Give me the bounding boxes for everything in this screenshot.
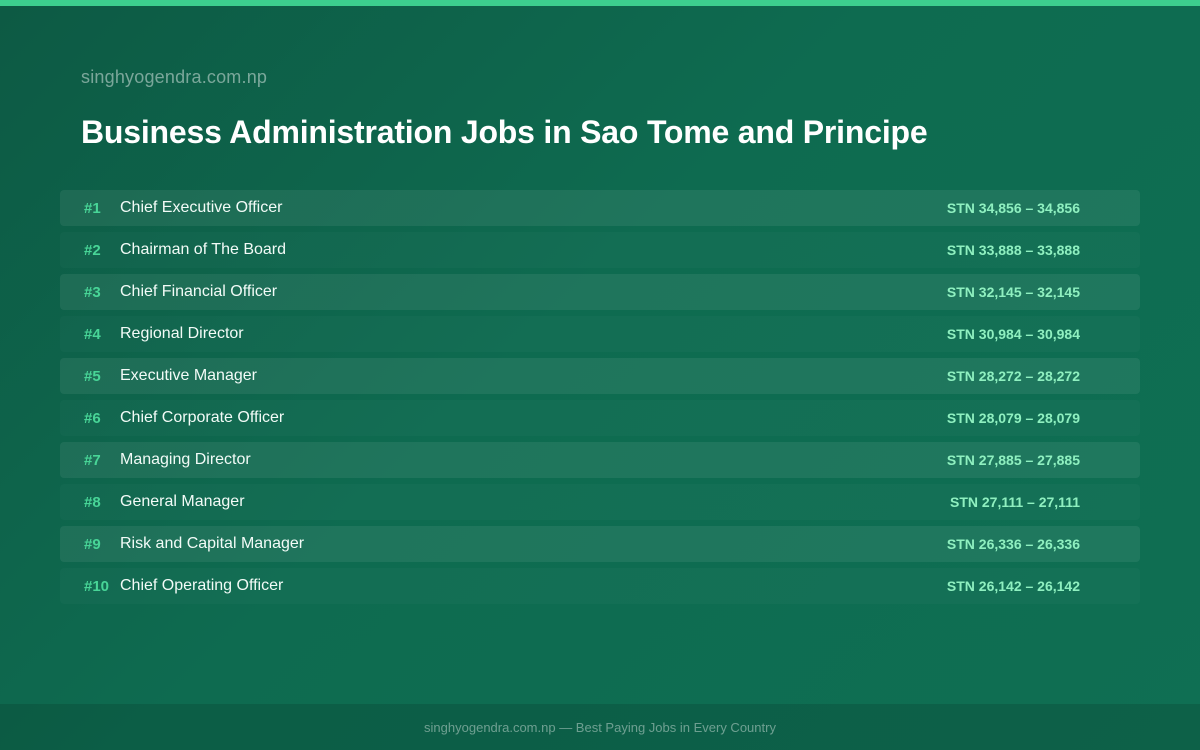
job-salary: STN 26,336 – 26,336 xyxy=(946,536,1080,552)
footer: singhyogendra.com.np — Best Paying Jobs … xyxy=(0,704,1200,750)
job-title: Managing Director xyxy=(120,451,251,468)
job-rank: #6 xyxy=(84,409,101,427)
job-title: Chief Corporate Officer xyxy=(120,409,285,426)
job-rank: #4 xyxy=(84,325,101,343)
job-row: #4 Regional Director STN 30,984 – 30,984 xyxy=(60,316,1140,352)
job-salary: STN 28,272 – 28,272 xyxy=(946,368,1080,384)
job-rank: #5 xyxy=(84,367,101,385)
site-name: singhyogendra.com.np xyxy=(81,67,268,87)
job-rank: #2 xyxy=(84,241,101,259)
job-rank: #10 xyxy=(84,577,110,595)
job-row: #5 Executive Manager STN 28,272 – 28,272 xyxy=(60,358,1140,394)
job-salary: STN 32,145 – 32,145 xyxy=(946,284,1080,300)
job-row: #2 Chairman of The Board STN 33,888 – 33… xyxy=(60,232,1140,268)
job-salary: STN 30,984 – 30,984 xyxy=(946,326,1080,342)
job-row: #7 Managing Director STN 27,885 – 27,885 xyxy=(60,442,1140,478)
job-row: #3 Chief Financial Officer STN 32,145 – … xyxy=(60,274,1140,310)
job-rank: #9 xyxy=(84,535,101,553)
job-list: #1 Chief Executive Officer STN 34,856 – … xyxy=(60,190,1140,610)
job-title: Chief Operating Officer xyxy=(120,577,284,594)
job-row: #1 Chief Executive Officer STN 34,856 – … xyxy=(60,190,1140,226)
job-salary: STN 27,885 – 27,885 xyxy=(946,452,1080,468)
job-salary: STN 28,079 – 28,079 xyxy=(946,410,1080,426)
job-title: Chief Financial Officer xyxy=(120,283,278,300)
job-salary: STN 26,142 – 26,142 xyxy=(946,578,1080,594)
job-row: #8 General Manager STN 27,111 – 27,111 xyxy=(60,484,1140,520)
job-rank: #8 xyxy=(84,493,101,511)
job-title: Executive Manager xyxy=(120,367,257,384)
job-title: Risk and Capital Manager xyxy=(120,535,305,552)
job-salary: STN 34,856 – 34,856 xyxy=(946,200,1080,216)
job-row: #6 Chief Corporate Officer STN 28,079 – … xyxy=(60,400,1140,436)
job-salary: STN 33,888 – 33,888 xyxy=(946,242,1080,258)
top-accent-bar xyxy=(0,0,1200,6)
job-title: Chief Executive Officer xyxy=(120,199,283,216)
job-rank: #3 xyxy=(84,283,101,301)
job-title: Chairman of The Board xyxy=(120,241,287,258)
page-title: Business Administration Jobs in Sao Tome… xyxy=(81,114,928,150)
job-salary: STN 27,111 – 27,111 xyxy=(949,494,1080,510)
job-row: #9 Risk and Capital Manager STN 26,336 –… xyxy=(60,526,1140,562)
job-row: #10 Chief Operating Officer STN 26,142 –… xyxy=(60,568,1140,604)
job-rank: #1 xyxy=(84,199,101,217)
footer-text: singhyogendra.com.np — Best Paying Jobs … xyxy=(424,719,776,735)
job-title: General Manager xyxy=(120,493,245,510)
job-rank: #7 xyxy=(84,451,101,469)
job-title: Regional Director xyxy=(120,325,244,342)
